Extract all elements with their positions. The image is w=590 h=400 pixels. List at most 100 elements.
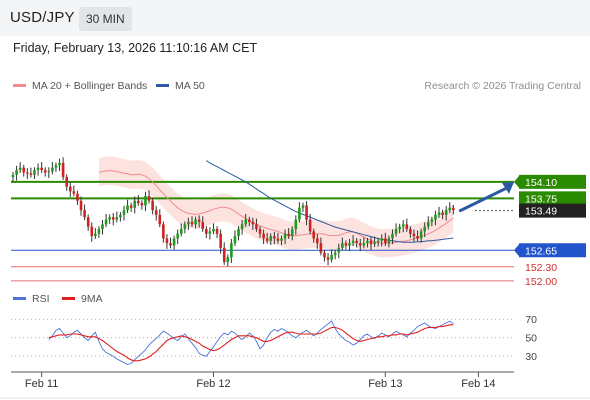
candle bbox=[43, 170, 47, 173]
candle bbox=[280, 238, 283, 241]
candle bbox=[323, 252, 326, 258]
candle bbox=[273, 236, 276, 239]
candle bbox=[29, 173, 33, 175]
rsi9ma-legend-item: 9MA bbox=[62, 293, 103, 305]
ma50-swatch bbox=[156, 83, 169, 87]
candle bbox=[265, 238, 269, 241]
level-label-1: 153.75 bbox=[525, 193, 557, 205]
rsi-9ma-line bbox=[48, 324, 454, 362]
main-legend-item-ma50: MA 50 bbox=[156, 80, 205, 92]
timeframe-button[interactable]: 30 MIN bbox=[79, 7, 132, 31]
bullish-arrow-shaft bbox=[458, 186, 509, 213]
candle bbox=[108, 217, 111, 220]
candle bbox=[430, 219, 434, 222]
candle bbox=[348, 243, 351, 246]
candle bbox=[18, 167, 22, 171]
candle bbox=[344, 243, 348, 246]
candle bbox=[205, 229, 208, 234]
candle bbox=[380, 238, 384, 241]
candle bbox=[305, 205, 308, 220]
candle bbox=[419, 231, 423, 239]
candle bbox=[426, 221, 430, 227]
candle bbox=[247, 219, 251, 222]
level-pointer bbox=[514, 243, 520, 258]
candle bbox=[301, 205, 305, 208]
candle bbox=[412, 233, 416, 237]
x-tick-label-0: Feb 11 bbox=[25, 378, 58, 390]
candle bbox=[398, 226, 401, 230]
candle bbox=[244, 219, 247, 225]
level-label-box-0 bbox=[519, 174, 586, 189]
candle bbox=[86, 217, 90, 227]
candle bbox=[65, 177, 68, 187]
candle bbox=[283, 233, 287, 239]
candle bbox=[33, 170, 36, 175]
candle bbox=[94, 233, 97, 237]
candle bbox=[79, 200, 83, 211]
candle bbox=[58, 162, 61, 166]
instrument-title: USD/JPY bbox=[10, 9, 75, 26]
level-label-4: 152.00 bbox=[525, 276, 557, 288]
candle bbox=[183, 224, 187, 230]
candle bbox=[111, 217, 115, 220]
rsi-line bbox=[48, 320, 454, 365]
candle bbox=[165, 238, 169, 244]
level-label-2: 152.65 bbox=[525, 245, 557, 257]
candle bbox=[391, 233, 394, 239]
ma50-line bbox=[206, 160, 454, 243]
candle bbox=[76, 193, 79, 201]
candle bbox=[394, 229, 398, 234]
rsi-legend-label: RSI bbox=[32, 293, 50, 305]
credit-text: Research © 2026 Trading Central bbox=[424, 80, 581, 92]
candle bbox=[312, 231, 316, 239]
candle bbox=[104, 219, 108, 225]
candle bbox=[144, 196, 147, 206]
candle bbox=[401, 224, 405, 227]
candle bbox=[355, 240, 358, 244]
candle bbox=[373, 242, 376, 245]
level-label-0: 154.10 bbox=[525, 177, 557, 189]
chart-datetime: Friday, February 13, 2026 11:10:16 AM CE… bbox=[13, 41, 258, 55]
last-price-box bbox=[519, 203, 586, 218]
candle bbox=[308, 219, 312, 232]
candle bbox=[154, 210, 158, 215]
candle bbox=[362, 243, 366, 246]
ma20-legend-label: MA 20 + Bollinger Bands bbox=[32, 80, 148, 92]
candle bbox=[147, 196, 151, 201]
candle bbox=[72, 191, 76, 194]
last-price-label: 153.49 bbox=[525, 206, 557, 218]
candle bbox=[140, 203, 144, 206]
candle bbox=[358, 243, 362, 246]
candle bbox=[11, 174, 15, 178]
level-label-3: 152.30 bbox=[525, 262, 557, 274]
candle bbox=[290, 229, 294, 237]
candle bbox=[222, 247, 226, 263]
candle bbox=[441, 212, 444, 215]
level-pointer bbox=[514, 174, 520, 189]
candle bbox=[452, 207, 455, 211]
candle bbox=[187, 221, 190, 225]
candle bbox=[115, 217, 119, 220]
candle bbox=[409, 229, 412, 234]
candle bbox=[341, 243, 344, 248]
candle bbox=[197, 219, 201, 222]
candle bbox=[26, 172, 29, 174]
candle bbox=[337, 247, 341, 253]
candle bbox=[169, 243, 172, 246]
x-tick-label-1: Feb 12 bbox=[196, 378, 230, 390]
candle bbox=[129, 205, 133, 208]
candle bbox=[369, 240, 373, 245]
candle bbox=[215, 229, 219, 234]
x-tick-label-2: Feb 13 bbox=[368, 378, 402, 390]
candle bbox=[276, 238, 280, 241]
candle bbox=[316, 238, 319, 244]
main-legend-item-ma20: MA 20 + Bollinger Bands bbox=[13, 80, 147, 92]
bullish-arrow-head bbox=[502, 181, 514, 194]
candle bbox=[333, 252, 337, 255]
ma20-swatch bbox=[13, 83, 26, 87]
candle bbox=[384, 238, 387, 244]
candle bbox=[119, 214, 122, 218]
candle bbox=[251, 221, 255, 225]
level-label-box-1 bbox=[519, 191, 586, 206]
